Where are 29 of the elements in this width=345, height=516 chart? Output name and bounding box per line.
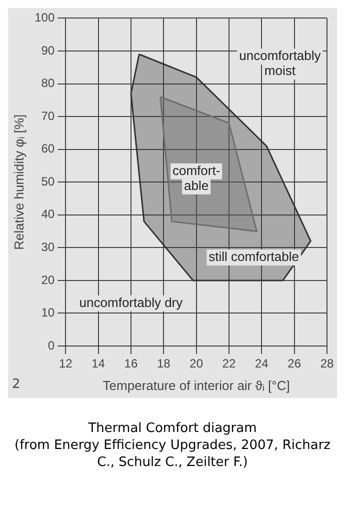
annotation: uncomfortably moist bbox=[239, 48, 322, 78]
text: (from Energy Efficiency Upgrades, 2007, Richarz C., Schulz C., Zeilter F.) bbox=[14, 437, 332, 471]
annotation: comfort- able bbox=[172, 162, 220, 193]
x-tick-label: 24 bbox=[254, 356, 269, 371]
x-tick-label: 20 bbox=[190, 356, 204, 371]
annotation: uncomfortably dry bbox=[79, 294, 184, 310]
x-tick-label: 28 bbox=[320, 356, 334, 371]
x-tick-label: 22 bbox=[222, 356, 236, 371]
y-tick-label: 40 bbox=[41, 207, 55, 222]
y-tick-label: 10 bbox=[41, 306, 55, 320]
y-axis-title: Relative humidity φᵢ [%] bbox=[11, 114, 26, 250]
text: Thermal Comfort diagram bbox=[87, 420, 258, 437]
y-tick-label: 50 bbox=[41, 174, 55, 188]
text: 2 bbox=[12, 377, 20, 392]
x-tick-label: 16 bbox=[124, 356, 138, 371]
y-tick-label: 70 bbox=[41, 108, 55, 123]
x-tick-label: 14 bbox=[92, 356, 106, 371]
x-axis-title: Temperature of interior air ϑᵢ [°C] bbox=[102, 378, 290, 393]
y-tick-label: 30 bbox=[41, 240, 55, 254]
y-tick-label: 0 bbox=[48, 338, 55, 352]
x-tick-label: 12 bbox=[58, 356, 73, 371]
y-tick-label: 60 bbox=[41, 142, 55, 156]
y-tick-label: 20 bbox=[41, 272, 55, 287]
y-tick-label: 90 bbox=[41, 43, 55, 58]
y-tick-label: 80 bbox=[41, 76, 55, 90]
annotation: still comfortable bbox=[208, 249, 299, 264]
y-tick-label: 100 bbox=[34, 10, 55, 25]
x-tick-label: 26 bbox=[288, 356, 302, 371]
x-tick-label: 18 bbox=[156, 356, 171, 371]
